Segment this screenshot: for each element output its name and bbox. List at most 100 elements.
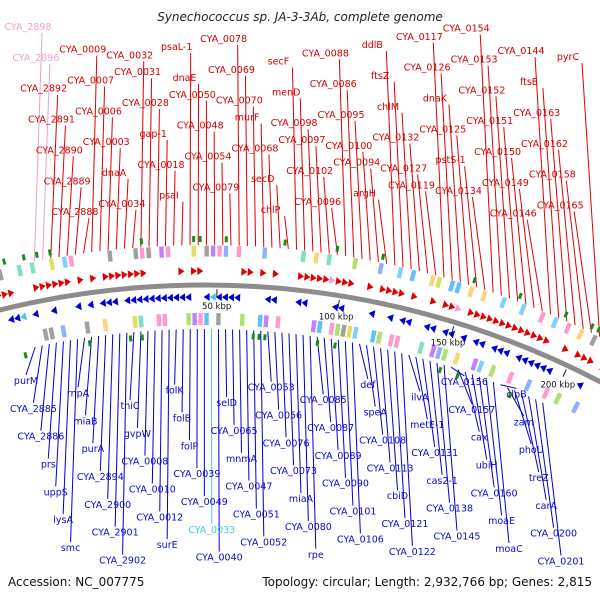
forward-gene-label-1[interactable]: CYA_2896 <box>12 53 59 64</box>
forward-gene-label-18[interactable]: psaI <box>159 191 179 202</box>
reverse-gene-label-41[interactable]: CYA_0087 <box>307 423 354 434</box>
forward-gene-label-61[interactable]: CYA_0149 <box>482 178 529 189</box>
reverse-gene-label-44[interactable]: CYA_0101 <box>329 507 376 518</box>
forward-gene-label-17[interactable]: CYA_0018 <box>138 160 185 171</box>
reverse-gene-label-39[interactable]: rpe <box>308 550 324 561</box>
reverse-gene-label-5[interactable]: lysA <box>53 515 73 526</box>
reverse-gene-label-69[interactable]: treZ <box>529 473 549 484</box>
reverse-gene-label-1[interactable]: CYA_2885 <box>10 404 57 415</box>
reverse-gene-label-58[interactable]: CYA_0145 <box>433 532 480 543</box>
forward-gene-label-29[interactable]: CYA_0068 <box>231 143 278 154</box>
forward-gene-label-49[interactable]: CYA_0119 <box>388 180 435 191</box>
forward-gene-label-7[interactable]: CYA_0009 <box>59 45 106 56</box>
forward-gene-label-14[interactable]: CYA_0031 <box>114 67 161 78</box>
forward-gene-label-35[interactable]: CYA_0097 <box>278 135 325 146</box>
reverse-gene-label-57[interactable]: CYA_0138 <box>426 504 473 515</box>
forward-gene-label-31[interactable]: chlP <box>261 205 281 216</box>
forward-gene-label-8[interactable]: CYA_0007 <box>67 75 114 86</box>
reverse-gene-label-47[interactable]: speA <box>364 408 388 419</box>
reverse-gene-label-26[interactable]: CYA_0040 <box>196 553 243 564</box>
reverse-gene-label-46[interactable]: def <box>360 380 376 391</box>
reverse-gene-label-66[interactable]: clpB <box>506 389 526 400</box>
reverse-gene-label-40[interactable]: CYA_0085 <box>300 395 347 406</box>
reverse-gene-label-14[interactable]: thiC <box>121 401 140 412</box>
reverse-gene-label-9[interactable]: purA <box>82 444 105 455</box>
reverse-gene-label-16[interactable]: CYA_0008 <box>121 457 168 468</box>
forward-gene-label-3[interactable]: CYA_2891 <box>28 115 75 126</box>
reverse-gene-label-22[interactable]: folP <box>181 441 199 452</box>
forward-gene-label-0[interactable]: CYA_2898 <box>5 22 52 33</box>
reverse-gene-label-45[interactable]: CYA_0106 <box>337 534 384 545</box>
reverse-gene-label-70[interactable]: carA <box>535 501 557 512</box>
forward-gene-label-51[interactable]: CYA_0126 <box>404 63 451 74</box>
reverse-gene-label-15[interactable]: gvpW <box>124 429 152 440</box>
reverse-gene-label-65[interactable]: moaC <box>495 544 523 555</box>
reverse-gene-label-34[interactable]: CYA_0056 <box>255 411 302 422</box>
forward-gene-label-39[interactable]: CYA_0086 <box>310 79 357 90</box>
reverse-gene-label-51[interactable]: CYA_0121 <box>381 519 428 530</box>
reverse-gene-label-52[interactable]: CYA_0122 <box>389 547 436 558</box>
reverse-gene-label-19[interactable]: surE <box>157 540 178 551</box>
reverse-gene-label-71[interactable]: CYA_0200 <box>530 529 577 540</box>
forward-gene-label-16[interactable]: gap-1 <box>140 129 167 140</box>
reverse-gene-label-23[interactable]: CYA_0039 <box>173 469 220 480</box>
forward-gene-label-20[interactable]: dnaE <box>173 73 197 84</box>
forward-gene-label-27[interactable]: CYA_0070 <box>216 96 263 107</box>
forward-gene-label-6[interactable]: CYA_2888 <box>51 207 98 218</box>
reverse-gene-label-59[interactable]: CYA_0156 <box>441 377 488 388</box>
forward-gene-label-54[interactable]: pstS-1 <box>435 155 465 166</box>
forward-gene-label-58[interactable]: CYA_0152 <box>458 85 505 96</box>
forward-gene-label-50[interactable]: CYA_0117 <box>396 32 443 43</box>
forward-gene-label-21[interactable]: CYA_0050 <box>169 90 216 101</box>
forward-gene-label-60[interactable]: CYA_0150 <box>474 147 521 158</box>
forward-gene-label-40[interactable]: CYA_0095 <box>318 110 365 121</box>
forward-gene-label-38[interactable]: CYA_0088 <box>302 48 349 59</box>
reverse-gene-label-18[interactable]: CYA_0012 <box>136 512 183 523</box>
reverse-gene-label-4[interactable]: uppS <box>44 487 68 498</box>
forward-gene-label-56[interactable]: CYA_0154 <box>443 24 490 35</box>
forward-gene-label-64[interactable]: ftsE <box>520 77 538 88</box>
forward-gene-label-68[interactable]: CYA_0165 <box>537 200 584 211</box>
forward-gene-label-32[interactable]: secF <box>268 57 289 68</box>
reverse-gene-label-35[interactable]: CYA_0076 <box>263 438 310 449</box>
forward-gene-label-34[interactable]: CYA_0098 <box>271 118 318 129</box>
reverse-gene-label-30[interactable]: CYA_0047 <box>225 482 272 493</box>
forward-gene-label-55[interactable]: CYA_0134 <box>435 186 482 197</box>
forward-gene-label-26[interactable]: CYA_0069 <box>208 65 255 76</box>
reverse-gene-label-0[interactable]: purM <box>14 376 38 387</box>
forward-gene-label-43[interactable]: argH <box>353 189 376 200</box>
forward-gene-label-30[interactable]: secD <box>251 174 274 185</box>
reverse-gene-label-21[interactable]: folB <box>173 413 191 424</box>
forward-gene-label-69[interactable]: pyrC <box>557 52 580 63</box>
reverse-gene-label-13[interactable]: CYA_2902 <box>99 556 146 567</box>
forward-gene-label-57[interactable]: CYA_0153 <box>451 54 498 65</box>
forward-gene-label-42[interactable]: CYA_0094 <box>333 158 380 169</box>
forward-gene-label-23[interactable]: CYA_0054 <box>185 152 232 163</box>
reverse-gene-label-12[interactable]: CYA_2901 <box>92 528 139 539</box>
forward-gene-label-44[interactable]: ddlB <box>362 40 383 51</box>
reverse-gene-label-64[interactable]: moaE <box>488 516 515 527</box>
forward-gene-label-11[interactable]: dnaA <box>102 168 127 179</box>
forward-gene-label-67[interactable]: CYA_0158 <box>529 170 576 181</box>
forward-gene-label-66[interactable]: CYA_0162 <box>521 139 568 150</box>
reverse-gene-label-17[interactable]: CYA_0010 <box>129 484 176 495</box>
forward-gene-label-24[interactable]: CYA_0079 <box>192 182 239 193</box>
reverse-gene-label-36[interactable]: CYA_0073 <box>270 466 317 477</box>
forward-gene-label-22[interactable]: CYA_0048 <box>177 121 224 132</box>
forward-gene-label-19[interactable]: psaL-1 <box>161 42 192 53</box>
forward-gene-label-9[interactable]: CYA_0006 <box>75 106 122 117</box>
reverse-gene-label-6[interactable]: smc <box>61 543 80 554</box>
reverse-gene-label-43[interactable]: CYA_0090 <box>322 479 369 490</box>
forward-gene-label-10[interactable]: CYA_0003 <box>83 137 130 148</box>
forward-gene-label-33[interactable]: menD <box>272 87 300 98</box>
reverse-gene-label-25[interactable]: CYA_0033 <box>188 525 235 536</box>
reverse-gene-label-67[interactable]: zam <box>514 417 534 428</box>
reverse-gene-label-7[interactable]: rnpA <box>67 388 90 399</box>
reverse-gene-label-72[interactable]: CYA_0201 <box>538 556 585 567</box>
forward-gene-label-37[interactable]: CYA_0096 <box>294 197 341 208</box>
reverse-gene-label-42[interactable]: CYA_0089 <box>315 451 362 462</box>
forward-gene-label-41[interactable]: CYA_0100 <box>325 141 372 152</box>
forward-gene-label-13[interactable]: CYA_0032 <box>106 50 153 61</box>
reverse-gene-label-10[interactable]: CYA_2894 <box>77 472 124 483</box>
forward-gene-label-59[interactable]: CYA_0151 <box>466 116 513 127</box>
